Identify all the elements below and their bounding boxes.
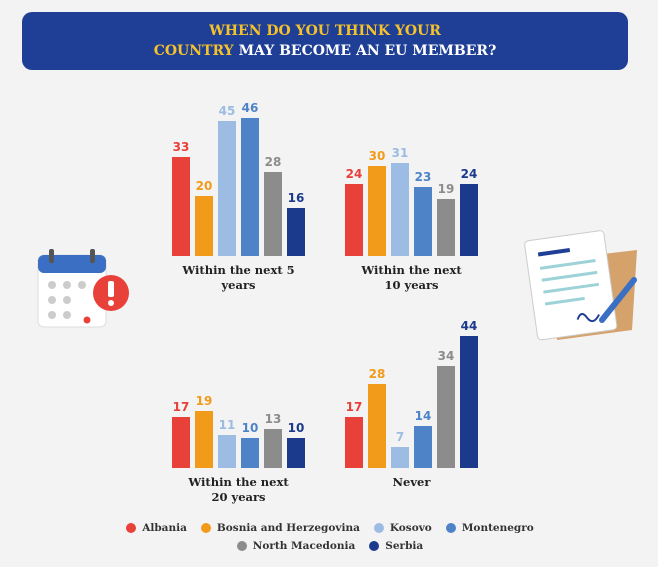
title-banner: WHEN DO YOU THINK YOUR COUNTRY MAY BECOM… <box>22 12 628 70</box>
bar <box>287 438 305 468</box>
legend: Albania Bosnia and Herzegovina Kosovo Monte… <box>90 522 570 552</box>
bar <box>264 172 282 256</box>
title-line: WHEN DO YOU THINK YOUR <box>209 23 441 39</box>
value-label: 7 <box>395 430 405 444</box>
bar <box>460 336 478 468</box>
value-label: 19 <box>437 182 455 196</box>
value-label: 20 <box>195 179 213 193</box>
value-label: 10 <box>241 421 259 435</box>
value-label: 11 <box>218 418 236 432</box>
legend-swatch <box>200 523 211 533</box>
bar <box>264 429 282 468</box>
legend-item: North Macedonia <box>236 540 356 552</box>
legend-item: Serbia <box>369 540 423 552</box>
value-label: 23 <box>414 170 432 184</box>
bar <box>414 187 432 256</box>
bar <box>172 417 190 468</box>
bar <box>172 157 190 256</box>
bar <box>414 426 432 468</box>
legend-label: Montenegro <box>461 522 534 534</box>
legend-label: Bosnia and Herzegovina <box>216 522 360 534</box>
value-label: 44 <box>460 319 478 333</box>
category-label: Never <box>392 475 431 489</box>
legend-item: Montenegro <box>445 522 534 534</box>
value-label: 17 <box>172 400 190 414</box>
category-label: Within the next 10 years <box>361 263 462 292</box>
category-label: Within the next 5 years <box>182 263 295 292</box>
calendar-icon <box>37 249 129 328</box>
bar <box>195 196 213 256</box>
value-label: 45 <box>218 104 236 118</box>
value-label: 46 <box>241 101 259 115</box>
value-label: 28 <box>368 367 386 381</box>
value-label: 28 <box>264 155 282 169</box>
legend-swatch <box>373 523 384 533</box>
value-label: 17 <box>345 400 363 414</box>
category-label: Within the next 20 years <box>188 475 289 504</box>
legend-item: Albania <box>126 522 187 534</box>
legend-swatch <box>445 523 456 533</box>
value-label: 24 <box>345 167 363 181</box>
title-line: MAY BECOME AN EU MEMBER? <box>238 43 497 59</box>
value-label: 30 <box>368 149 386 163</box>
legend-label: Albania <box>142 522 187 534</box>
legend-label: North Macedonia <box>252 540 356 552</box>
title-highlight: COUNTRY <box>153 43 234 59</box>
value-label: 34 <box>437 349 455 363</box>
value-label: 10 <box>287 421 305 435</box>
bar <box>195 411 213 468</box>
value-label: 19 <box>195 394 213 408</box>
bar <box>241 438 259 468</box>
legend-swatch <box>369 541 380 551</box>
value-label: 24 <box>460 167 478 181</box>
bar <box>368 384 386 468</box>
bar <box>218 435 236 468</box>
bar <box>368 166 386 256</box>
document-icon <box>524 230 637 341</box>
bar <box>345 184 363 256</box>
legend-item: Kosovo <box>373 522 432 534</box>
value-label: 31 <box>391 146 409 160</box>
value-label: 33 <box>172 140 190 154</box>
legend-item: Bosnia and Herzegovina <box>200 522 360 534</box>
legend-swatch <box>236 541 247 551</box>
bar <box>460 184 478 256</box>
bar <box>345 417 363 468</box>
bar <box>391 447 409 468</box>
bar <box>287 208 305 256</box>
legend-swatch <box>126 523 137 533</box>
value-label: 16 <box>287 191 305 205</box>
value-label: 13 <box>264 412 282 426</box>
legend-label: Serbia <box>385 540 424 552</box>
legend-label: Kosovo <box>389 522 432 534</box>
bar <box>218 121 236 256</box>
bar <box>437 199 455 256</box>
value-label: 14 <box>414 409 432 423</box>
bar <box>437 366 455 468</box>
bar <box>391 163 409 256</box>
bar <box>241 118 259 256</box>
